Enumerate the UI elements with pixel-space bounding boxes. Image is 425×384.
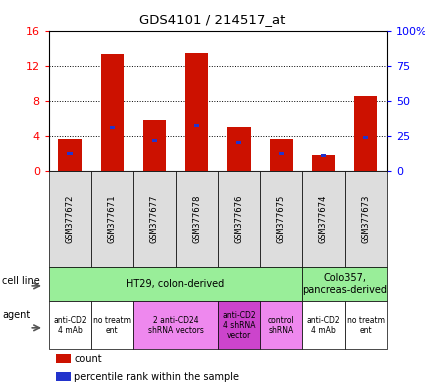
Bar bbox=[176, 171, 218, 267]
Text: GSM377678: GSM377678 bbox=[192, 195, 201, 243]
Bar bbox=[49, 171, 91, 267]
Bar bbox=[236, 141, 241, 144]
Bar bbox=[101, 55, 124, 171]
Text: GSM377671: GSM377671 bbox=[108, 195, 117, 243]
Bar bbox=[345, 171, 387, 267]
Bar bbox=[279, 152, 284, 155]
Text: anti-CD2
4 mAb: anti-CD2 4 mAb bbox=[53, 316, 87, 335]
Text: GSM377673: GSM377673 bbox=[361, 195, 370, 243]
Bar bbox=[354, 96, 377, 171]
Bar bbox=[218, 171, 260, 267]
Bar bbox=[68, 152, 73, 155]
Bar bbox=[218, 301, 260, 349]
Bar bbox=[227, 127, 251, 171]
Bar bbox=[363, 136, 368, 139]
Text: GDS4101 / 214517_at: GDS4101 / 214517_at bbox=[139, 13, 286, 26]
Bar bbox=[269, 139, 293, 171]
Text: percentile rank within the sample: percentile rank within the sample bbox=[74, 372, 239, 382]
Bar bbox=[185, 53, 208, 171]
Bar bbox=[56, 354, 71, 363]
Bar bbox=[49, 267, 302, 301]
Text: control
shRNA: control shRNA bbox=[268, 316, 295, 335]
Text: anti-CD2
4 shRNA
vector: anti-CD2 4 shRNA vector bbox=[222, 311, 256, 340]
Bar bbox=[91, 301, 133, 349]
Bar bbox=[133, 301, 218, 349]
Bar bbox=[58, 139, 82, 171]
Bar bbox=[345, 301, 387, 349]
Text: no treatm
ent: no treatm ent bbox=[93, 316, 131, 335]
Bar bbox=[321, 154, 326, 157]
Text: cell line: cell line bbox=[3, 276, 40, 286]
Text: GSM377676: GSM377676 bbox=[235, 195, 244, 243]
Text: GSM377677: GSM377677 bbox=[150, 195, 159, 243]
Text: GSM377675: GSM377675 bbox=[277, 195, 286, 243]
Text: Colo357,
pancreas-derived: Colo357, pancreas-derived bbox=[302, 273, 387, 295]
Text: no treatm
ent: no treatm ent bbox=[347, 316, 385, 335]
Bar bbox=[143, 120, 166, 171]
Bar bbox=[133, 171, 176, 267]
Bar bbox=[49, 301, 91, 349]
Bar bbox=[56, 372, 71, 381]
Bar bbox=[260, 171, 302, 267]
Bar bbox=[194, 124, 199, 127]
Bar bbox=[302, 171, 345, 267]
Text: 2 anti-CD24
shRNA vectors: 2 anti-CD24 shRNA vectors bbox=[147, 316, 204, 335]
Text: GSM377674: GSM377674 bbox=[319, 195, 328, 243]
Text: HT29, colon-derived: HT29, colon-derived bbox=[127, 279, 225, 289]
Bar bbox=[260, 301, 302, 349]
Bar bbox=[302, 301, 345, 349]
Text: GSM377672: GSM377672 bbox=[65, 195, 74, 243]
Text: anti-CD2
4 mAb: anti-CD2 4 mAb bbox=[306, 316, 340, 335]
Bar bbox=[91, 171, 133, 267]
Bar bbox=[312, 155, 335, 171]
Bar bbox=[302, 267, 387, 301]
Text: agent: agent bbox=[3, 310, 31, 320]
Bar bbox=[110, 126, 115, 129]
Bar bbox=[152, 139, 157, 142]
Text: count: count bbox=[74, 354, 102, 364]
